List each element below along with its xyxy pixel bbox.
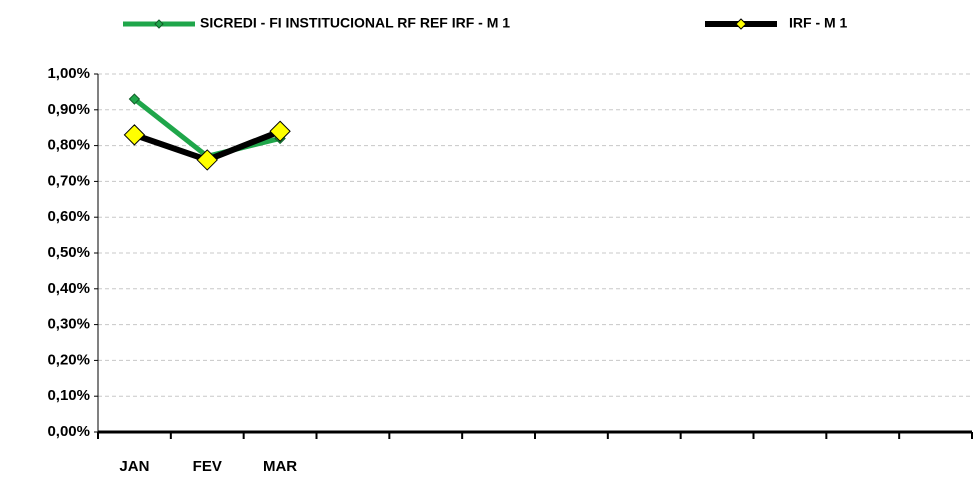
x-tick-label: FEV [193, 458, 222, 475]
point-marker [128, 93, 141, 105]
y-tick-label: 0,00% [47, 423, 90, 440]
x-tick-label: MAR [263, 458, 297, 475]
legend-label: IRF - M 1 [789, 15, 848, 31]
y-tick-label: 0,40% [47, 280, 90, 297]
y-tick-label: 0,80% [47, 137, 90, 154]
series-line [132, 97, 281, 159]
y-tick-label: 0,90% [47, 101, 90, 118]
legend-label: SICREDI - FI INSTITUCIONAL RF REF IRF - … [200, 15, 510, 31]
y-tick-label: 0,50% [47, 244, 90, 261]
y-tick-label: 0,20% [47, 351, 90, 368]
point-marker [269, 120, 291, 142]
y-tick-label: 1,00% [47, 65, 90, 82]
y-tick-label: 0,10% [47, 387, 90, 404]
x-tick-label: JAN [119, 458, 149, 475]
y-tick-label: 0,60% [47, 208, 90, 225]
legend: SICREDI - FI INSTITUCIONAL RF REF IRF - … [123, 15, 848, 31]
point-marker [123, 124, 146, 146]
y-tick-label: 0,70% [47, 172, 90, 189]
y-tick-label: 0,30% [47, 316, 90, 333]
point-marker [196, 149, 218, 171]
legend-marker [154, 19, 164, 29]
legend-marker [735, 18, 747, 30]
